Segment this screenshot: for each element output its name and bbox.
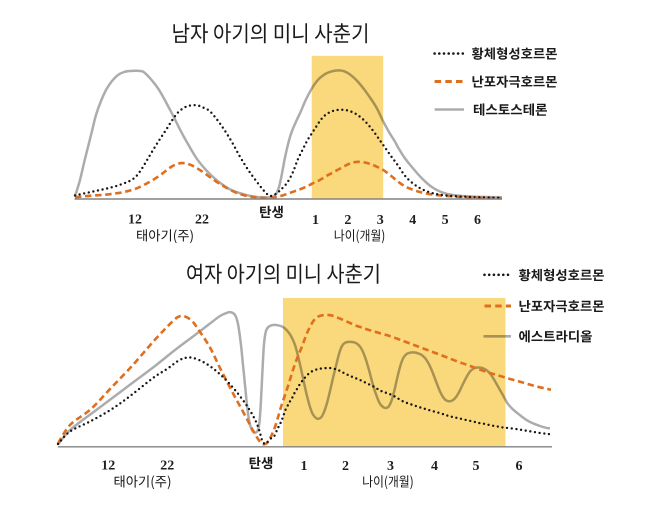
svg-text:5: 5 [473,459,480,474]
svg-text:22: 22 [195,213,209,228]
svg-text:3: 3 [377,213,384,228]
svg-text:12: 12 [128,213,142,228]
svg-text:6: 6 [474,213,481,228]
svg-text:1: 1 [312,213,319,228]
svg-text:3: 3 [387,459,394,474]
svg-text:6: 6 [516,459,523,474]
svg-text:1: 1 [301,459,308,474]
svg-text:2: 2 [342,459,349,474]
svg-text:12: 12 [101,459,115,474]
svg-text:4: 4 [431,459,438,474]
svg-text:5: 5 [442,213,449,228]
svg-text:22: 22 [160,459,174,474]
svg-text:2: 2 [344,213,351,228]
svg-text:4: 4 [409,213,416,228]
